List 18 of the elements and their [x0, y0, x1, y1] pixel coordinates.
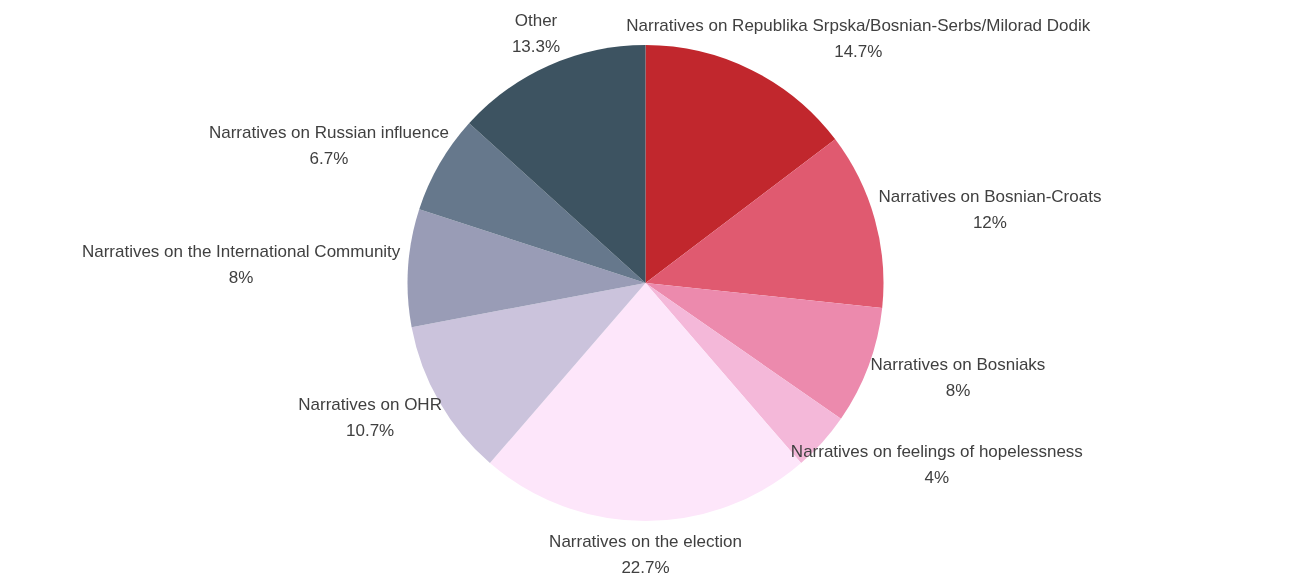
slice-label: Narratives on Bosniaks	[870, 354, 1046, 374]
data-label: 8%	[945, 380, 971, 400]
slice-label: Narratives on Republika Srpska/Bosnian-Serbs/Milorad Dodik	[626, 16, 1091, 36]
slice-label: Other	[514, 11, 558, 31]
slice-label: Narratives on Russian influence	[208, 123, 449, 143]
data-label: 14.7%	[834, 42, 883, 62]
data-label: 12%	[972, 212, 1007, 232]
slice-label: Narratives on the election	[549, 531, 742, 551]
data-label: 22.7%	[621, 557, 670, 577]
data-label: 10.7%	[346, 421, 395, 441]
data-label: 4%	[924, 467, 950, 487]
slice-label: Narratives on Bosnian-Croats	[878, 186, 1102, 206]
data-label: 8%	[228, 268, 254, 288]
data-label: 6.7%	[309, 149, 349, 169]
slice-label: Narratives on feelings of hopelessness	[790, 441, 1083, 461]
slice-label: Narratives on OHR	[298, 395, 442, 415]
data-label: 13.3%	[511, 37, 561, 57]
slice-label: Narratives on the International Community	[81, 242, 401, 262]
